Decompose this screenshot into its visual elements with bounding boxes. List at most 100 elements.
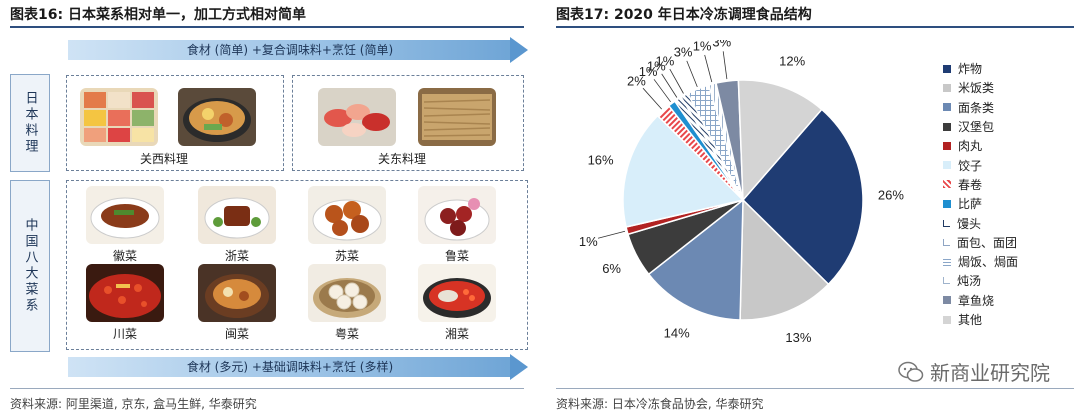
pie-slice-14 (737, 79, 823, 202)
legend-item: 面条类 (943, 98, 1018, 117)
legend-label: 面条类 (958, 100, 995, 115)
legend-swatch (943, 277, 950, 285)
china-cuisine-label: 中国八大菜系 (10, 180, 50, 352)
source-rule (10, 388, 524, 389)
pie-leader-12 (704, 54, 713, 83)
title-rule (10, 26, 524, 28)
pie-label-2: 13% (785, 330, 811, 345)
legend-item: 米饭类 (943, 78, 1018, 97)
pie-leader-11 (686, 60, 698, 88)
pie-slice-3 (647, 198, 744, 321)
figure16-source: 资料来源: 阿里渠道, 京东, 盒马生鲜, 华泰研究 (10, 397, 257, 411)
pie-slice-1 (741, 108, 864, 286)
source-rule-2 (556, 388, 1074, 389)
pie-label-7: 2% (627, 74, 646, 89)
kansai-caption: 关西料理 (140, 152, 189, 166)
legend-label: 汉堡包 (958, 120, 995, 135)
pie-label-3: 14% (664, 325, 690, 340)
legend-swatch (943, 141, 951, 150)
dish-xiang: 湘菜 (418, 264, 496, 342)
pie-label-8: 1% (639, 64, 658, 79)
pie-label-6: 16% (588, 153, 614, 168)
legend-label: 炖汤 (957, 274, 982, 289)
wechat-logo-icon (898, 361, 924, 382)
left-figure: 图表16: 日本菜系相对单一，加工方式相对简单 食材 (简单) +复合调味料+烹… (0, 0, 530, 418)
legend-item: 其他 (943, 310, 1018, 329)
legend-label: 馒头 (957, 216, 982, 231)
legend-swatch (943, 83, 951, 92)
figure17-title: 图表17: 2020 年日本冷冻调理食品结构 (556, 7, 812, 23)
legend-label: 饺子 (958, 158, 983, 173)
legend-swatch (943, 64, 951, 73)
legend-item: 章鱼烧 (943, 291, 1018, 310)
pie-label-1: 26% (878, 187, 904, 202)
pie-leader-5 (597, 230, 626, 239)
pie-leader-10 (669, 68, 684, 94)
pie-label-4: 6% (602, 261, 621, 276)
legend-label: 焗饭、焗面 (958, 255, 1019, 270)
legend-label: 肉丸 (958, 139, 983, 154)
dish-lu: 鲁菜 (418, 186, 496, 264)
legend-swatch (943, 161, 951, 170)
dish-hui: 徽菜 (86, 186, 164, 264)
legend-item: 炖汤 (943, 271, 1018, 290)
dish-zhe: 浙菜 (198, 186, 276, 264)
legend-label: 米饭类 (958, 81, 995, 96)
legend-swatch (943, 219, 950, 227)
dish-yue: 粤菜 (308, 264, 386, 342)
pie-label-10: 1% (656, 53, 675, 68)
bottom-arrow-banner: 食材 (多元) +基础调味料+烹饪 (多样) (68, 354, 528, 380)
dish-chuan: 川菜 (86, 264, 164, 342)
legend-swatch (943, 257, 951, 266)
pie-label-13: 3% (712, 40, 731, 49)
legend-label: 其他 (958, 313, 983, 327)
legend-item: 肉丸 (943, 136, 1018, 155)
top-arrow-text: 食材 (简单) +复合调味料+烹饪 (简单) (186, 43, 394, 57)
watermark: 新商业研究院 (898, 357, 1050, 386)
pie-label-11: 3% (674, 45, 693, 60)
kansai-image-1 (80, 88, 158, 146)
legend-item: 比萨 (943, 194, 1018, 213)
pie-slice-2 (739, 198, 830, 321)
pie-label-14: 12% (779, 53, 805, 68)
legend-item: 馒头 (943, 213, 1018, 232)
china-cuisines-box (66, 180, 528, 350)
title-rule-2 (556, 26, 1074, 28)
pie-chart: 26%13%14%6%1%16%2%1%1%1%3% 1% 3%12% (579, 40, 904, 345)
legend-swatch (943, 103, 951, 112)
legend-swatch (943, 180, 951, 189)
kansai-image-2 (178, 88, 256, 146)
legend-item: 饺子 (943, 155, 1018, 174)
pie-leader-13 (722, 51, 728, 80)
pie-label-5: 1% (579, 234, 598, 249)
legend-swatch (943, 315, 951, 324)
top-arrow-banner: 食材 (简单) +复合调味料+烹饪 (简单) (68, 37, 528, 63)
legend-item: 面包、面团 (943, 233, 1018, 252)
legend-swatch (943, 238, 950, 246)
legend-label: 面包、面团 (957, 235, 1018, 250)
legend-item: 焗饭、焗面 (943, 252, 1018, 271)
figure16-title: 图表16: 日本菜系相对单一，加工方式相对简单 (10, 7, 306, 23)
kanto-box (292, 75, 524, 171)
dish-min: 闽菜 (198, 264, 276, 342)
kansai-box (66, 75, 284, 171)
pie-leader-9 (661, 73, 678, 98)
bottom-arrow-text: 食材 (多元) +基础调味料+烹饪 (多样) (186, 360, 394, 374)
legend-swatch (943, 296, 951, 305)
pie-label-9: 1% (647, 59, 666, 74)
kanto-image-2 (418, 88, 496, 146)
kanto-caption: 关东料理 (378, 152, 427, 166)
japan-cuisine-label: 日本料理 (10, 74, 50, 172)
legend-swatch (943, 199, 951, 208)
pie-leader-8 (653, 79, 671, 103)
pie-label-12: 1% (693, 40, 712, 53)
kanto-image-1 (318, 88, 396, 146)
pie-leader-7 (642, 87, 662, 110)
pie-legend: 炸物米饭类面条类汉堡包肉丸饺子春卷比萨馒头面包、面团焗饭、焗面炖汤章鱼烧其他 (943, 59, 1018, 329)
legend-item: 炸物 (943, 59, 1018, 78)
legend-label: 章鱼烧 (958, 293, 995, 308)
legend-label: 春卷 (958, 177, 983, 192)
legend-label: 比萨 (958, 197, 983, 212)
right-figure: 图表17: 2020 年日本冷冻调理食品结构 26% 13% 14% 6% 1% 16% 2… (550, 0, 1080, 418)
pie-slice-6 (622, 114, 745, 228)
